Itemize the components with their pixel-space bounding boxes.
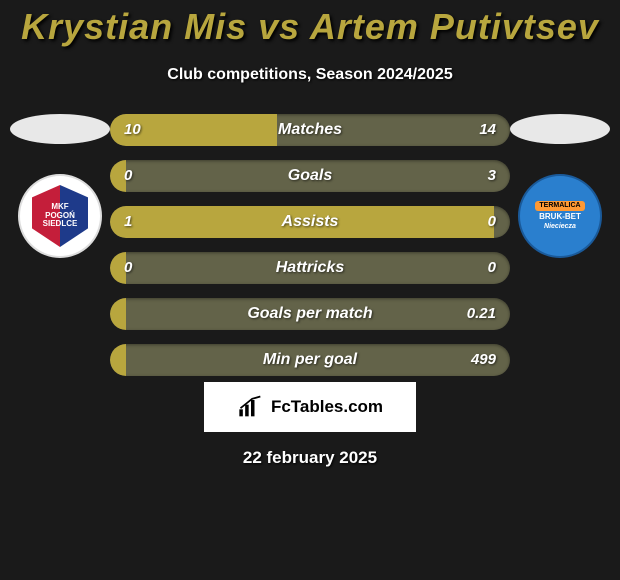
club-right-mid: BRUK-BET [539,213,581,222]
stat-bar-hattricks: 0 Hattricks 0 [110,252,510,284]
stat-right-value: 0 [488,206,496,238]
stat-right-value: 14 [479,114,496,146]
stat-right-value: 499 [471,344,496,376]
stat-right-value: 3 [488,160,496,192]
chart-icon [237,395,265,419]
right-column: TERMALICA BRUK-BET Nieciecza [510,114,610,258]
club-right-inner: TERMALICA BRUK-BET Nieciecza [535,201,584,231]
stat-right-value: 0 [488,252,496,284]
stat-right-value: 0.21 [467,298,496,330]
page-title: Krystian Mis vs Artem Putivtsev [0,0,620,48]
club-badge-left: MKF POGOŃ SIEDLCE [18,174,102,258]
stat-bar-goals-per-match: Goals per match 0.21 [110,298,510,330]
left-column: MKF POGOŃ SIEDLCE [10,114,110,258]
source-label: FcTables.com [271,397,383,417]
club-shield-left: MKF POGOŃ SIEDLCE [32,185,88,247]
club-right-bottom: Nieciecza [544,223,576,231]
player-avatar-right [510,114,610,144]
stat-label: Matches [110,114,510,146]
stat-label: Min per goal [110,344,510,376]
stat-bars: 10 Matches 14 0 Goals 3 1 Assists 0 0 Ha… [110,114,510,376]
club-badge-right: TERMALICA BRUK-BET Nieciecza [518,174,602,258]
club-left-line3: SIEDLCE [43,220,78,229]
comparison-card: Krystian Mis vs Artem Putivtsev Club com… [0,0,620,468]
stat-label: Goals [110,160,510,192]
stat-bar-matches: 10 Matches 14 [110,114,510,146]
stat-bar-goals: 0 Goals 3 [110,160,510,192]
stat-bar-assists: 1 Assists 0 [110,206,510,238]
source-badge[interactable]: FcTables.com [204,382,416,432]
player-avatar-left [10,114,110,144]
stats-area: MKF POGOŃ SIEDLCE TERMALICA BRUK-BET Nie… [0,114,620,374]
stat-bar-min-per-goal: Min per goal 499 [110,344,510,376]
subtitle: Club competitions, Season 2024/2025 [0,66,620,84]
date-label: 22 february 2025 [0,448,620,468]
stat-label: Hattricks [110,252,510,284]
stat-label: Goals per match [110,298,510,330]
club-right-top: TERMALICA [535,201,584,211]
stat-label: Assists [110,206,510,238]
